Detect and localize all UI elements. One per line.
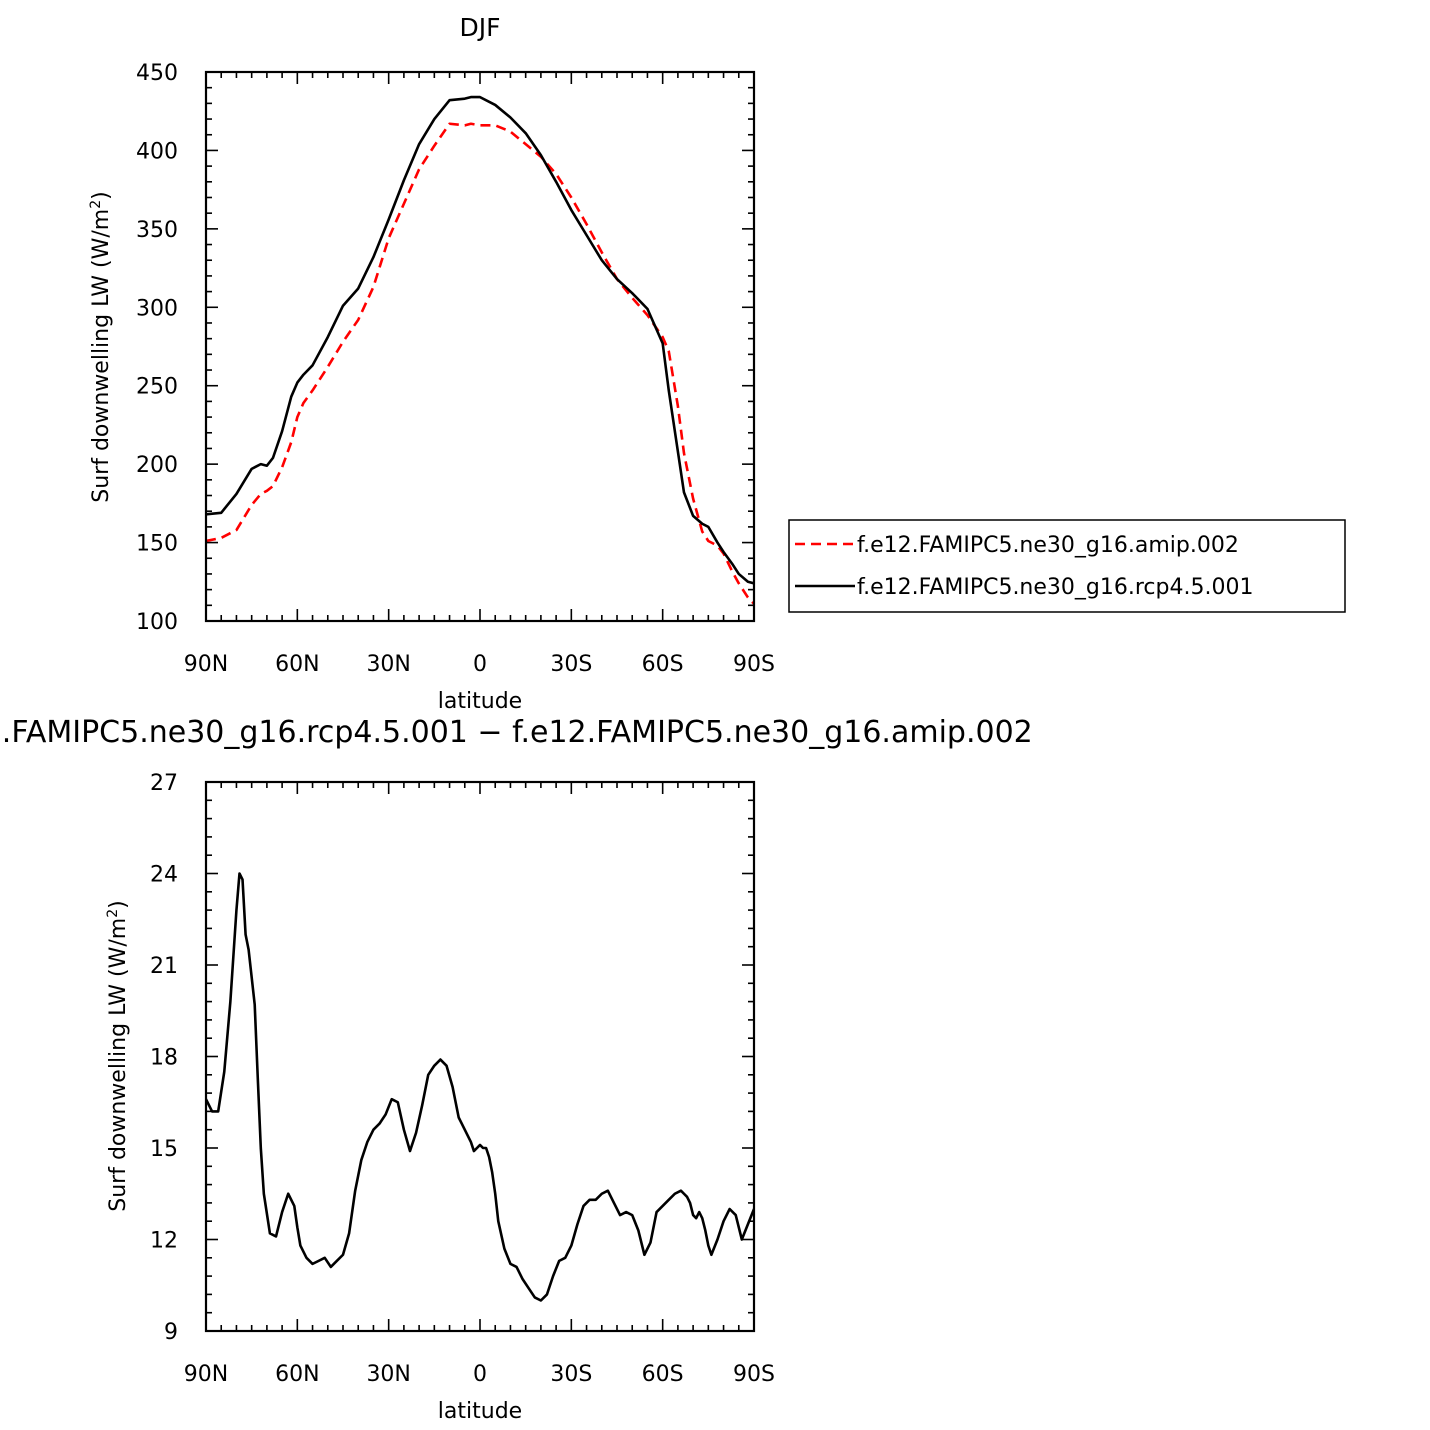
top-chart-title: DJF (459, 13, 500, 42)
bottom-x-tick-label: 0 (473, 1362, 487, 1387)
top-x-axis-label: latitude (438, 689, 522, 714)
top-x-tick-label: 30S (550, 652, 592, 677)
bottom-chart: f.e12.FAMIPC5.ne30_g16.rcp4.5.001 − f.e1… (0, 715, 1033, 1424)
bottom-y-tick-label: 24 (150, 863, 178, 888)
bottom-y-axis-label: Surf downwelling LW (W/m2) (105, 900, 131, 1212)
bottom-x-tick-label: 90S (733, 1362, 775, 1387)
top-y-tick-label: 400 (136, 139, 178, 164)
bottom-y-tick-label: 15 (150, 1137, 178, 1162)
top-series-group (206, 95, 754, 605)
bottom-y-tick-label: 21 (150, 954, 178, 979)
top-plot-frame (204, 70, 756, 623)
top-chart: DJF 90N 60N 30N 0 30S 60S 90S 100 150 200 250 300 35… (88, 13, 1346, 714)
bottom-x-tick-label: 60S (642, 1362, 684, 1387)
top-y-tick-label: 300 (136, 296, 178, 321)
top-y-axis-label: Surf downwelling LW (W/m2) (88, 191, 114, 503)
top-y-tick-label: 150 (136, 532, 178, 557)
bottom-y-tick-label: 12 (150, 1229, 178, 1254)
bottom-axes-group: 90N 60N 30N 0 30S 60S 90S 9 12 15 18 21 24 27 (150, 771, 775, 1387)
bottom-plot-frame (204, 780, 756, 1333)
top-series-line-0 (206, 122, 754, 605)
top-y-tick-label: 250 (136, 375, 178, 400)
top-series-line-1 (206, 95, 754, 585)
legend-label-amip: f.e12.FAMIPC5.ne30_g16.amip.002 (857, 533, 1239, 558)
top-y-tick-label: 450 (136, 61, 178, 86)
bottom-series-group (206, 872, 754, 1302)
top-x-tick-label: 90N (184, 652, 228, 677)
bottom-x-tick-label: 30S (550, 1362, 592, 1387)
top-axes-group: 90N 60N 30N 0 30S 60S 90S 100 150 200 250 300 350 400… (136, 61, 775, 677)
legend: f.e12.FAMIPC5.ne30_g16.amip.002 f.e12.FA… (788, 519, 1346, 613)
top-x-tick-label: 60N (275, 652, 319, 677)
bottom-y-tick-label: 9 (164, 1320, 178, 1345)
bottom-chart-title: f.e12.FAMIPC5.ne30_g16.rcp4.5.001 − f.e1… (0, 715, 1033, 750)
bottom-series-line-0 (206, 872, 754, 1302)
top-x-tick-label: 60S (642, 652, 684, 677)
top-y-tick-label: 100 (136, 610, 178, 635)
bottom-y-tick-label: 18 (150, 1046, 178, 1071)
bottom-x-tick-label: 90N (184, 1362, 228, 1387)
bottom-y-tick-label: 27 (150, 771, 178, 796)
top-x-tick-label: 90S (733, 652, 775, 677)
legend-box (788, 519, 1346, 613)
bottom-x-tick-label: 30N (366, 1362, 410, 1387)
top-y-tick-label: 350 (136, 218, 178, 243)
bottom-x-tick-label: 60N (275, 1362, 319, 1387)
legend-label-rcp: f.e12.FAMIPC5.ne30_g16.rcp4.5.001 (857, 575, 1253, 600)
top-y-tick-label: 200 (136, 453, 178, 478)
top-x-tick-label: 30N (366, 652, 410, 677)
bottom-x-axis-label: latitude (438, 1399, 522, 1424)
top-x-tick-label: 0 (473, 652, 487, 677)
